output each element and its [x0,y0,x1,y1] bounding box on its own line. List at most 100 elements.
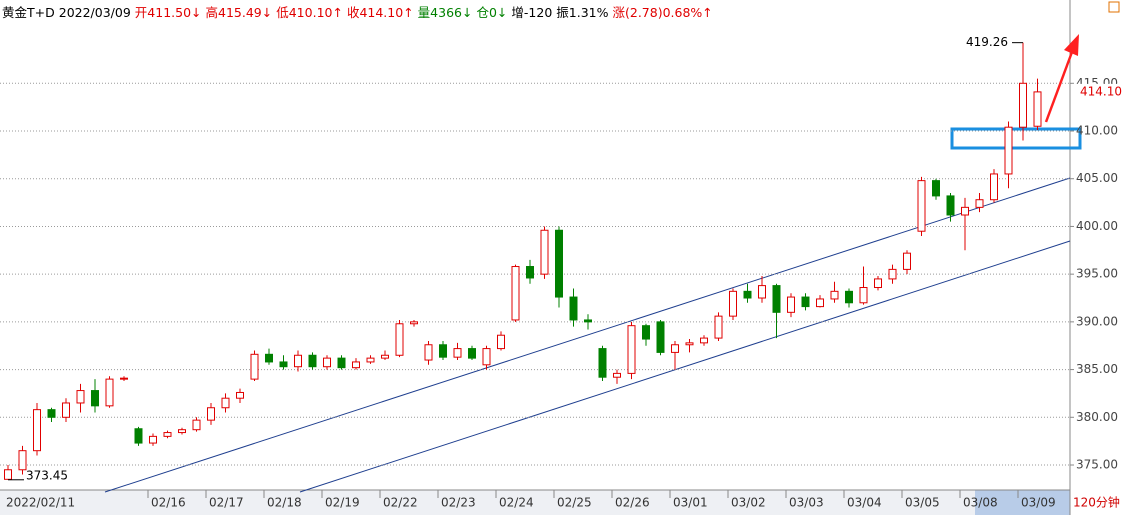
candle-body [439,344,447,358]
candle-body [482,348,491,366]
candle-body [816,298,824,308]
y-tick-label: 385.00 [1076,362,1118,376]
candle-body [584,319,592,323]
x-tick-label: 03/09 [1021,496,1056,510]
rise-info: 涨(2.78)0.68%↑ [612,5,713,20]
candle-body [47,409,56,418]
candle-body [4,469,12,480]
x-axis-strip [0,490,1070,515]
candle-body [540,229,549,275]
candle-body [874,278,882,289]
candle-body [381,354,389,359]
candle-body [192,419,201,431]
max-label: 419.26 [966,35,1008,49]
candle-body [700,337,708,344]
candle-body [511,266,520,321]
candle-body [729,290,737,317]
change-info: 增-120 [511,5,553,20]
candle-body [975,199,984,208]
x-tick-label: 03/05 [905,496,940,510]
y-tick-label: 395.00 [1076,267,1118,281]
candle-body [352,361,360,369]
candle-body [642,325,650,340]
candle-body [163,432,172,437]
candle-body [497,334,505,350]
candle-body [178,429,186,434]
candle-body [801,296,810,308]
candle-body [613,372,621,378]
candle-body [714,315,723,339]
candle-body [888,268,897,280]
arrow-shaft [1044,51,1074,123]
candle-body [990,173,998,201]
period-label: 120分钟 [1073,495,1120,510]
x-tick-label: 2022/02/11 [6,496,75,510]
x-tick-label: 02/24 [499,496,534,510]
position-info: 仓0↓ [476,5,508,20]
candle-body [105,378,114,407]
candle-body [1033,91,1042,127]
x-axis-highlight [975,490,1070,515]
candle-body [33,409,41,452]
candle-body [1004,126,1013,175]
x-tick-label: 03/04 [847,496,882,510]
x-tick-label: 02/18 [267,496,302,510]
candle-body [946,195,955,216]
y-tick-label: 375.00 [1076,457,1118,471]
candle-body [76,390,85,404]
candle-body [671,344,679,353]
candle-body [207,407,215,421]
close-info: 收414.10↑ [346,5,414,20]
candle-body [453,348,462,358]
candle-body [149,435,157,444]
y-tick-label: 390.00 [1076,314,1118,328]
candle-body [236,391,244,399]
candle-body [265,353,273,363]
candle-body [18,450,27,471]
candle-body [656,321,665,353]
candle-body [845,290,853,304]
trend-channel-lower [299,240,1071,493]
open-info: 开411.50↓ [134,5,202,20]
candle-body [787,296,795,313]
candle-body [526,266,534,279]
candle-body [323,357,331,368]
x-tick-label: 03/02 [731,496,766,510]
candle-body [250,353,259,380]
candle-body [395,323,404,356]
candle-body [830,290,839,300]
x-tick-label: 02/22 [383,496,418,510]
candle-body [569,296,578,321]
x-tick-label: 02/25 [557,496,592,510]
y-tick-label: 410.00 [1076,124,1118,138]
amplitude-info: 振1.31% [556,5,609,20]
candle-body [62,402,70,418]
candle-body [772,285,781,313]
x-tick-label: 02/26 [615,496,650,510]
arrow-head [1064,34,1079,56]
min-label: 373.45 [26,468,68,482]
candle-body [120,377,128,380]
candle-body [903,252,911,270]
y-tick-label: 405.00 [1076,171,1118,185]
x-tick-label: 02/23 [441,496,476,510]
corner-button[interactable] [1108,1,1120,13]
candle-body [758,285,766,299]
candle-body [685,342,694,346]
candle-body [917,180,926,232]
last-price-box [1072,83,1128,100]
candle-body [932,180,940,197]
candle-body [134,428,143,444]
x-tick-label: 03/01 [673,496,708,510]
y-tick-label: 380.00 [1076,410,1118,424]
candle-body [308,354,317,368]
candle-body [410,321,418,325]
candle-body [555,229,563,298]
x-tick-label: 02/19 [325,496,360,510]
candle-body [424,344,433,361]
candle-body [337,357,346,369]
x-tick-label: 03/08 [963,496,998,510]
highlight-box [950,127,1082,150]
